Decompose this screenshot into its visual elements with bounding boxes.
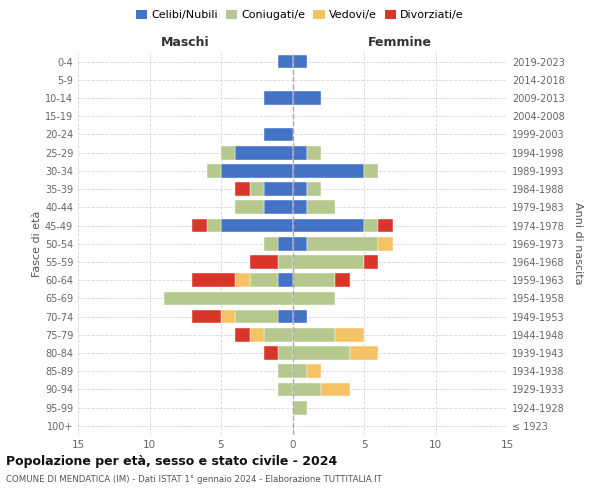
Bar xyxy=(293,255,364,269)
Bar xyxy=(335,328,364,342)
Bar xyxy=(293,382,321,396)
Bar xyxy=(235,328,250,342)
Bar xyxy=(250,274,278,287)
Y-axis label: Anni di nascita: Anni di nascita xyxy=(573,202,583,285)
Bar xyxy=(250,255,278,269)
Bar xyxy=(206,164,221,177)
Bar xyxy=(321,382,350,396)
Bar xyxy=(293,146,307,160)
Bar xyxy=(293,328,335,342)
Bar xyxy=(264,346,278,360)
Bar xyxy=(221,218,293,232)
Bar xyxy=(264,91,293,105)
Legend: Celibi/Nubili, Coniugati/e, Vedovi/e, Divorziati/e: Celibi/Nubili, Coniugati/e, Vedovi/e, Di… xyxy=(132,6,468,25)
Bar xyxy=(235,310,278,324)
Bar xyxy=(221,146,235,160)
Bar xyxy=(235,146,293,160)
Bar xyxy=(293,164,364,177)
Bar xyxy=(293,200,307,214)
Bar xyxy=(206,218,221,232)
Bar xyxy=(379,237,392,250)
Bar xyxy=(264,200,293,214)
Bar xyxy=(250,328,264,342)
Bar xyxy=(278,310,293,324)
Text: Popolazione per età, sesso e stato civile - 2024: Popolazione per età, sesso e stato civil… xyxy=(6,455,337,468)
Bar xyxy=(264,182,293,196)
Bar xyxy=(250,182,264,196)
Bar xyxy=(264,128,293,141)
Bar xyxy=(221,164,293,177)
Bar xyxy=(307,146,321,160)
Bar xyxy=(364,255,379,269)
Bar xyxy=(350,346,379,360)
Bar xyxy=(235,200,264,214)
Bar xyxy=(278,255,293,269)
Text: Femmine: Femmine xyxy=(368,36,432,49)
Bar xyxy=(293,364,307,378)
Bar xyxy=(221,310,235,324)
Bar xyxy=(278,382,293,396)
Bar xyxy=(193,274,235,287)
Bar xyxy=(293,401,307,414)
Bar xyxy=(364,164,379,177)
Bar xyxy=(278,237,293,250)
Bar xyxy=(293,218,364,232)
Bar xyxy=(293,292,335,305)
Bar xyxy=(193,310,221,324)
Bar xyxy=(293,310,307,324)
Bar xyxy=(307,237,379,250)
Bar xyxy=(193,218,206,232)
Text: Maschi: Maschi xyxy=(161,36,209,49)
Bar xyxy=(264,237,278,250)
Bar xyxy=(278,55,293,68)
Bar xyxy=(293,182,307,196)
Text: COMUNE DI MENDATICA (IM) - Dati ISTAT 1° gennaio 2024 - Elaborazione TUTTITALIA.: COMUNE DI MENDATICA (IM) - Dati ISTAT 1°… xyxy=(6,475,382,484)
Bar xyxy=(278,364,293,378)
Bar xyxy=(364,218,379,232)
Bar xyxy=(235,182,250,196)
Bar xyxy=(307,364,321,378)
Bar xyxy=(293,91,321,105)
Bar xyxy=(379,218,392,232)
Y-axis label: Fasce di età: Fasce di età xyxy=(32,210,42,277)
Bar xyxy=(293,55,307,68)
Bar xyxy=(335,274,350,287)
Bar xyxy=(293,237,307,250)
Bar xyxy=(293,274,335,287)
Bar xyxy=(307,182,321,196)
Bar xyxy=(264,328,293,342)
Bar xyxy=(235,274,250,287)
Bar xyxy=(293,346,350,360)
Bar xyxy=(278,274,293,287)
Bar xyxy=(307,200,335,214)
Bar xyxy=(164,292,293,305)
Bar xyxy=(278,346,293,360)
